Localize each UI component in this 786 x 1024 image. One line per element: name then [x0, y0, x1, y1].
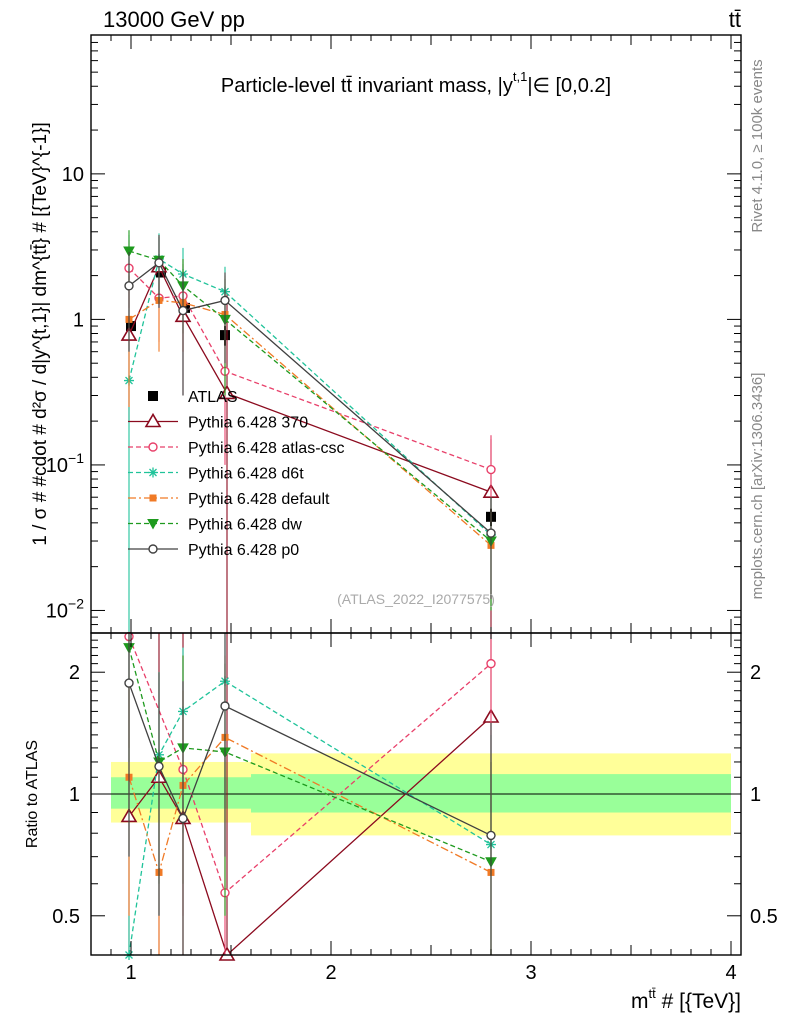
ratio-y-tick-label-right: 1 — [750, 784, 761, 806]
series-dw — [123, 230, 497, 611]
ratio-y-tick-label-left: 2 — [69, 662, 80, 684]
legend-entry-ATLAS: ATLAS — [148, 389, 238, 406]
x-tick-label: 2 — [325, 962, 336, 984]
ratio-series-p0 — [124, 633, 496, 955]
legend-entry-d6t: Pythia 6.428 d6t — [128, 466, 304, 483]
series-p0 — [124, 235, 496, 599]
ratio-point-p0 — [220, 701, 230, 711]
legend-entry-dw: Pythia 6.428 dw — [128, 517, 302, 534]
analysis-watermark: (ATLAS_2022_I2077575) — [337, 591, 495, 607]
legend-label-p370: Pythia 6.428 370 — [188, 415, 308, 432]
legend-marker-d6t — [148, 467, 158, 478]
legend-marker-p370 — [144, 412, 162, 428]
ratio-y-axis-label: Ratio to ATLAS — [24, 740, 41, 848]
axis-ticks: 1 2 3 4 10−2 10−1 1 10 0.5 0.5 1 1 2 2 — [46, 34, 778, 984]
chart-marks — [120, 230, 500, 961]
ratio-point-p0 — [178, 813, 188, 824]
point-p0 — [124, 281, 134, 291]
legend-entry-p0: Pythia 6.428 p0 — [128, 542, 299, 559]
legend-label-ATLAS: ATLAS — [188, 389, 238, 406]
mcplots-label: mcplots.cern.ch [arXiv:1306.3436] — [749, 373, 766, 600]
legend-marker-ATLAS — [148, 391, 158, 401]
ratio-y-tick-label-right: 2 — [750, 662, 761, 684]
ratio-point-p0 — [154, 761, 164, 772]
ratio-y-tick-label-left: 1 — [69, 784, 80, 806]
legend-label-p0: Pythia 6.428 p0 — [188, 542, 299, 559]
main-y-tick-label: 1 — [73, 309, 84, 331]
legend-entry-p370: Pythia 6.428 370 — [128, 412, 308, 432]
legend-label-default: Pythia 6.428 default — [188, 491, 330, 508]
point-atlas_csc — [486, 464, 496, 475]
ratio-y-tick-label-right: 0.5 — [750, 906, 778, 928]
point-p0 — [486, 528, 496, 538]
x-tick-label: 1 — [125, 962, 136, 984]
ratio-point-atlas_csc — [486, 658, 496, 669]
legend-marker-default — [149, 494, 157, 502]
header-left: 13000 GeV pp — [103, 7, 245, 32]
ratio-y-tick-label-left: 0.5 — [52, 906, 80, 928]
main-y-axis-label: 1 / σ # #cdot # d²σ / d|y^{t,1}| dm^{tt̄… — [30, 122, 51, 545]
chart-title: Particle-level tt̄ invariant mass, |yt,1… — [221, 69, 611, 97]
legend-label-d6t: Pythia 6.428 d6t — [188, 466, 304, 483]
main-y-tick-label: 10 — [62, 164, 84, 186]
x-tick-label: 4 — [725, 962, 736, 984]
point-dw — [123, 246, 135, 258]
point-p0 — [154, 258, 164, 268]
x-tick-label: 3 — [525, 962, 536, 984]
ratio-line-atlas_csc — [128, 636, 492, 894]
legend-label-dw: Pythia 6.428 dw — [188, 517, 302, 534]
ratio-point-p0 — [486, 830, 496, 841]
atlas-data-point — [126, 321, 136, 332]
main-y-tick-label: 10−2 — [46, 595, 84, 622]
header-right: tt̄ — [729, 7, 741, 32]
point-p370 — [218, 384, 236, 400]
rivet-version-label: Rivet 4.1.0, ≥ 100k events — [749, 59, 766, 232]
ratio-line-default — [128, 736, 492, 875]
x-axis-label: mtt̄ # [{TeV}] — [631, 986, 741, 1013]
legend-marker-dw — [147, 519, 159, 530]
legend-entry-default: Pythia 6.428 default — [128, 491, 330, 508]
point-p0 — [178, 305, 188, 316]
main-y-tick-label: 10−1 — [46, 450, 84, 477]
legend-entry-atlas_csc: Pythia 6.428 atlas-csc — [128, 440, 345, 457]
legend-label-atlas_csc: Pythia 6.428 atlas-csc — [188, 440, 345, 457]
legend-marker-atlas_csc — [148, 442, 158, 452]
ratio-point-p0 — [124, 678, 134, 688]
legend: ATLAS Pythia 6.428 370 Pythia 6.428 atlas-… — [128, 389, 345, 559]
legend-marker-p0 — [148, 544, 158, 554]
point-p0 — [220, 295, 230, 306]
